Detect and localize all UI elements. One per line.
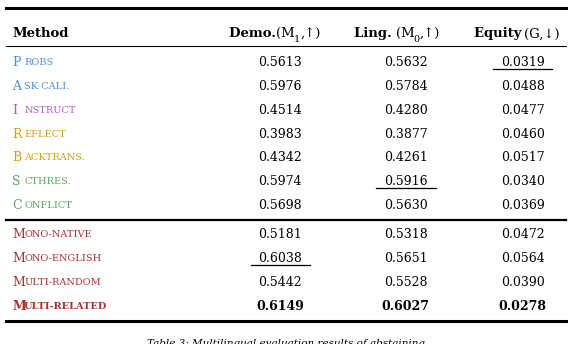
Text: 0.4342: 0.4342 xyxy=(259,151,302,164)
Text: 0.0340: 0.0340 xyxy=(501,175,545,188)
Text: I: I xyxy=(12,104,17,117)
Text: B: B xyxy=(12,151,21,164)
Text: ULTI-RELATED: ULTI-RELATED xyxy=(24,302,108,311)
Text: 0.0460: 0.0460 xyxy=(501,128,545,141)
Text: ULTI-RANDOM: ULTI-RANDOM xyxy=(24,278,101,287)
Text: 0.5632: 0.5632 xyxy=(384,56,428,69)
Text: 0.0564: 0.0564 xyxy=(501,252,545,265)
Text: 0.4261: 0.4261 xyxy=(384,151,428,164)
Text: P: P xyxy=(12,56,21,69)
Text: S: S xyxy=(12,175,21,188)
Text: 0.5916: 0.5916 xyxy=(384,175,428,188)
Text: 1: 1 xyxy=(294,35,300,44)
Text: 0.6038: 0.6038 xyxy=(259,252,302,265)
Text: ,↑): ,↑) xyxy=(300,28,321,40)
Text: 0.5784: 0.5784 xyxy=(384,80,428,93)
Text: (G,↓): (G,↓) xyxy=(524,28,559,40)
Text: 0.5698: 0.5698 xyxy=(259,199,302,212)
Text: ONFLICT: ONFLICT xyxy=(24,201,72,210)
Text: 0.0278: 0.0278 xyxy=(499,300,547,313)
Text: 0.5974: 0.5974 xyxy=(259,175,302,188)
Text: M: M xyxy=(12,276,25,289)
Text: 0.6149: 0.6149 xyxy=(256,300,304,313)
Text: ACKTRANS.: ACKTRANS. xyxy=(24,153,85,162)
Text: Table 3: Multilingual evaluation results of abstaining: Table 3: Multilingual evaluation results… xyxy=(147,339,425,344)
Text: ONO-NATIVE: ONO-NATIVE xyxy=(24,230,92,239)
Text: 0.0390: 0.0390 xyxy=(501,276,545,289)
Text: M: M xyxy=(12,300,26,313)
Text: 0.0477: 0.0477 xyxy=(501,104,545,117)
Text: C: C xyxy=(12,199,22,212)
Text: M: M xyxy=(12,228,25,241)
Text: 0.5528: 0.5528 xyxy=(384,276,428,289)
Text: (M: (M xyxy=(396,28,415,40)
Text: EFLECT: EFLECT xyxy=(24,130,66,139)
Text: ,↑): ,↑) xyxy=(419,28,440,40)
Text: Equity: Equity xyxy=(474,28,526,40)
Text: 0.5181: 0.5181 xyxy=(259,228,302,241)
Text: R: R xyxy=(12,128,22,141)
Text: SK CALI.: SK CALI. xyxy=(24,82,69,91)
Text: 0.5976: 0.5976 xyxy=(259,80,302,93)
Text: NSTRUCT: NSTRUCT xyxy=(24,106,76,115)
Text: M: M xyxy=(12,252,25,265)
Text: 0: 0 xyxy=(413,35,419,44)
Text: 0.3877: 0.3877 xyxy=(384,128,428,141)
Text: 0.4514: 0.4514 xyxy=(259,104,302,117)
Text: Demo.: Demo. xyxy=(229,28,280,40)
Text: 0.0319: 0.0319 xyxy=(501,56,545,69)
Text: 0.4280: 0.4280 xyxy=(384,104,428,117)
Text: ROBS: ROBS xyxy=(24,58,53,67)
Text: 0.5613: 0.5613 xyxy=(259,56,302,69)
Text: 0.5318: 0.5318 xyxy=(384,228,428,241)
Text: 0.0472: 0.0472 xyxy=(501,228,545,241)
Text: 0.0517: 0.0517 xyxy=(501,151,545,164)
Text: 0.5651: 0.5651 xyxy=(384,252,428,265)
Text: 0.0488: 0.0488 xyxy=(501,80,545,93)
Text: 0.5442: 0.5442 xyxy=(259,276,302,289)
Text: 0.3983: 0.3983 xyxy=(259,128,302,141)
Text: Ling.: Ling. xyxy=(355,28,397,40)
Text: 0.5630: 0.5630 xyxy=(384,199,428,212)
Text: ONO-ENGLISH: ONO-ENGLISH xyxy=(24,254,101,263)
Text: A: A xyxy=(12,80,21,93)
Text: (M: (M xyxy=(276,28,295,40)
Text: CTHRES.: CTHRES. xyxy=(24,177,71,186)
Text: 0.0369: 0.0369 xyxy=(501,199,545,212)
Text: Method: Method xyxy=(12,28,69,40)
Text: 0.6027: 0.6027 xyxy=(382,300,430,313)
